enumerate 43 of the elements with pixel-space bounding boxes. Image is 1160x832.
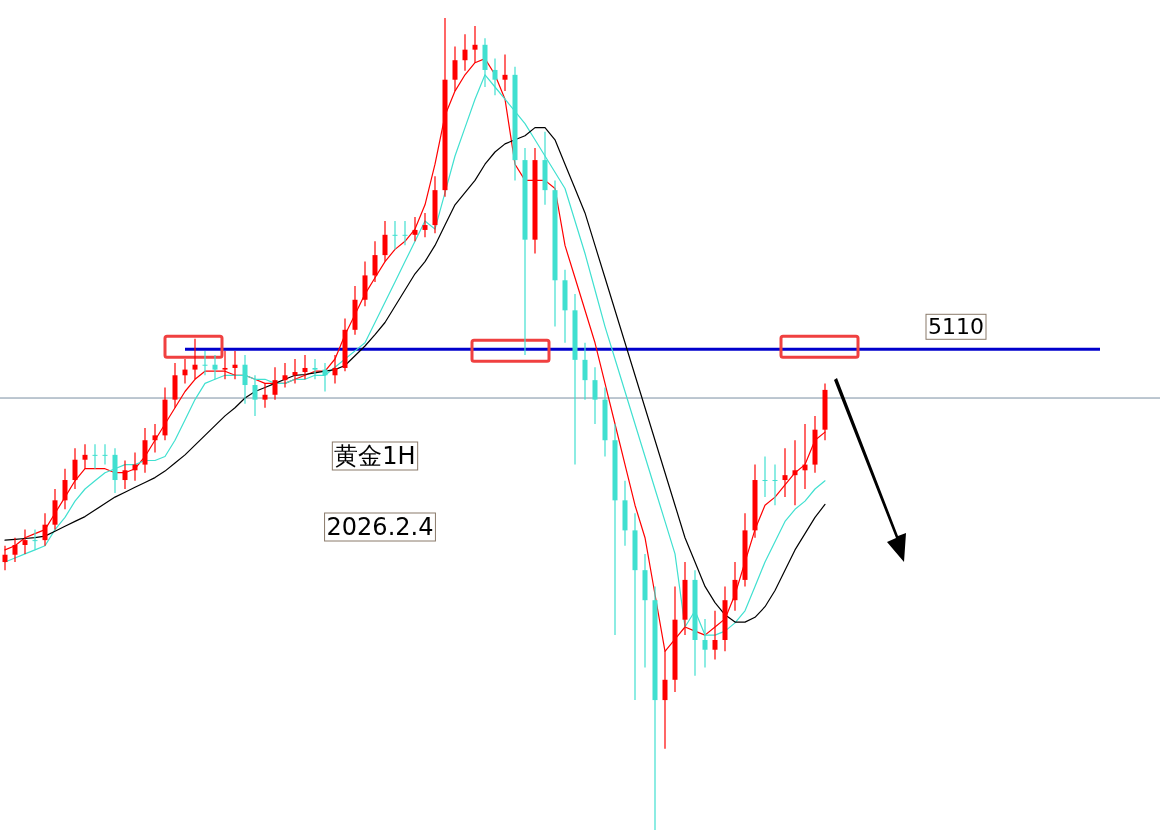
candlestick (412, 216, 418, 242)
candlestick (242, 354, 248, 405)
candlestick (502, 53, 508, 92)
candlestick (592, 366, 598, 425)
candlestick (22, 528, 28, 555)
candlestick (292, 358, 298, 384)
candlestick (372, 240, 378, 283)
candlestick (72, 447, 78, 490)
candlestick (462, 33, 468, 72)
candlestick (382, 220, 388, 263)
candlestick (252, 374, 258, 417)
candlestick (82, 443, 88, 470)
candlestick (792, 439, 798, 506)
candlestick (782, 447, 788, 498)
candlestick (12, 537, 18, 563)
candlestick (732, 561, 738, 612)
candlestick (262, 382, 268, 409)
candlestick (772, 464, 778, 506)
candlestick (102, 443, 108, 466)
candlestick (272, 366, 278, 401)
candlestick (212, 354, 218, 380)
candlestick (152, 423, 158, 454)
candlestick (32, 528, 38, 551)
candlestick (202, 350, 208, 376)
candlestick (42, 512, 48, 547)
annotation: 2026.2.4 (326, 513, 434, 541)
candlestick (762, 455, 768, 498)
candlestick (222, 350, 228, 380)
candlestick (62, 468, 68, 510)
candlestick (312, 358, 318, 380)
candlestick (392, 220, 398, 251)
candlestick (92, 443, 98, 470)
candlestick (232, 350, 238, 380)
candlestick (122, 459, 128, 490)
candlestick (192, 338, 198, 380)
annotation: 黄金1H (334, 442, 416, 470)
candlestick (402, 220, 408, 246)
candlestick (302, 354, 308, 380)
candlestick (582, 342, 588, 401)
candlestick (332, 354, 338, 384)
candlestick (422, 212, 428, 238)
candlestick (282, 362, 288, 389)
annotation: 5110 (928, 314, 984, 340)
